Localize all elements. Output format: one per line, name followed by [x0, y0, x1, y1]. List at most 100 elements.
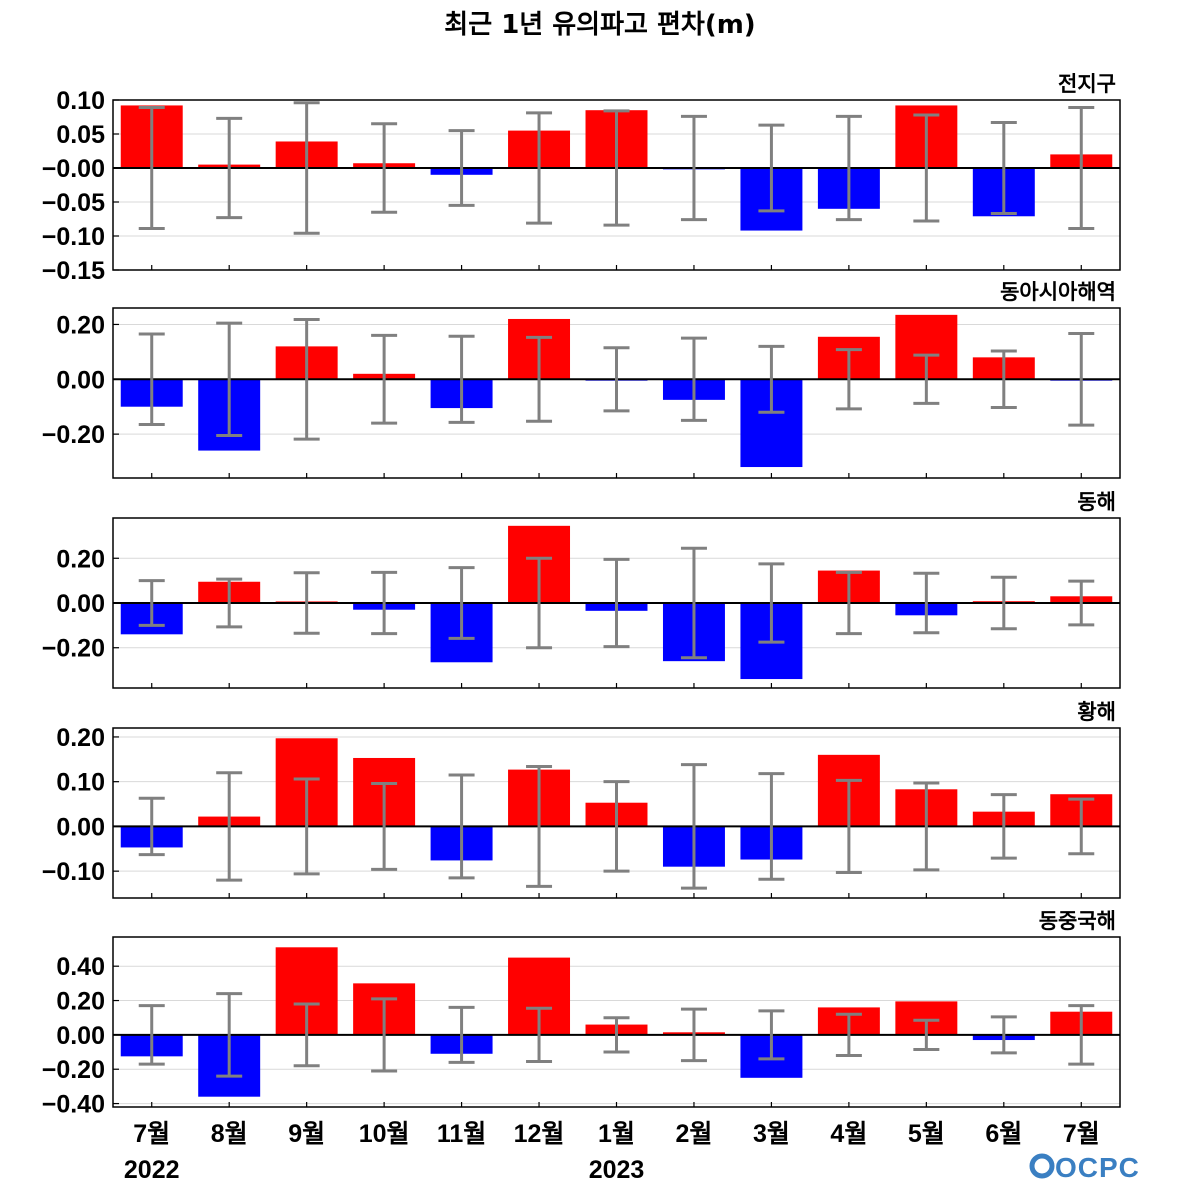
panel-region-label: 동아시아해역 — [1000, 280, 1116, 304]
error-bar — [913, 571, 940, 635]
y-tick-label: 0.20 — [56, 545, 105, 573]
error-bar — [603, 346, 630, 413]
y-tick-label: 0.00 — [56, 1022, 105, 1050]
error-bar — [680, 763, 707, 890]
error-bar — [758, 772, 785, 881]
panel-5: 0.40 0.20 0.00 −0.20 −0.40 동중국해 — [42, 909, 1121, 1119]
ocpc-logo: OCPC — [1029, 1152, 1140, 1183]
error-bar — [913, 113, 940, 223]
error-bar — [835, 348, 862, 411]
error-bar — [216, 577, 243, 629]
x-tick-label: 12월 — [514, 1120, 565, 1148]
x-tick-label: 5월 — [908, 1120, 945, 1148]
error-bar — [835, 114, 862, 222]
error-bar — [138, 796, 165, 857]
error-bar — [293, 571, 320, 635]
error-bar — [293, 777, 320, 876]
logo-text: OCPC — [1055, 1152, 1140, 1183]
chart-panels: 0.10 0.05 −0.00 −0.05 −0.10 −0.15 전지구 0.20 0.00 −… — [42, 72, 1121, 1119]
panel-region-label: 황해 — [1077, 700, 1116, 724]
error-bar — [603, 780, 630, 873]
error-bar — [603, 109, 630, 227]
error-bar — [990, 349, 1017, 410]
error-bar — [448, 1005, 475, 1064]
error-bar — [526, 335, 553, 423]
y-tick-label: −0.10 — [42, 858, 105, 886]
error-bar — [835, 1012, 862, 1057]
error-bar — [603, 557, 630, 649]
x-axis-month-labels: 7월 8월 9월 10월 11월 12월 1월 2월 3월 4월 5월 6월 7월 — [133, 1120, 1099, 1148]
error-bar — [526, 1006, 553, 1063]
error-bar — [1068, 579, 1095, 627]
error-bar — [680, 114, 707, 222]
panel-4: 0.20 0.10 0.00 −0.10 황해 — [42, 700, 1121, 899]
x-tick-label: 9월 — [288, 1120, 325, 1148]
error-bar — [526, 111, 553, 225]
error-bar — [371, 122, 398, 214]
year-label: 2022 — [124, 1156, 180, 1184]
error-bar — [293, 318, 320, 441]
error-bar — [448, 129, 475, 207]
error-bar — [835, 778, 862, 874]
error-bar — [371, 570, 398, 636]
error-bar — [216, 321, 243, 437]
panel-region-label: 동해 — [1077, 490, 1116, 514]
y-tick-label: −0.40 — [42, 1091, 105, 1119]
error-bar — [913, 353, 940, 405]
y-tick-label: 0.40 — [56, 953, 105, 981]
y-tick-label: −0.00 — [42, 155, 105, 183]
panel-3: 0.20 0.00 −0.20 동해 — [42, 490, 1121, 689]
x-tick-label: 6월 — [985, 1120, 1022, 1148]
error-bar — [448, 566, 475, 640]
y-tick-label: 0.00 — [56, 590, 105, 618]
y-tick-label: −0.10 — [42, 223, 105, 251]
error-bar — [1068, 1004, 1095, 1066]
y-tick-label: −0.20 — [42, 1056, 105, 1084]
error-bar — [526, 764, 553, 888]
y-tick-label: 0.05 — [56, 121, 105, 149]
y-tick-label: 0.10 — [56, 769, 105, 797]
error-bar — [293, 101, 320, 235]
y-tick-label: −0.20 — [42, 421, 105, 449]
error-bar — [680, 1007, 707, 1063]
x-tick-label: 4월 — [830, 1120, 867, 1148]
y-tick-label: −0.20 — [42, 635, 105, 663]
error-bar — [371, 333, 398, 425]
y-tick-label: 0.20 — [56, 724, 105, 752]
x-tick-label: 11월 — [437, 1120, 486, 1148]
error-bar — [1068, 332, 1095, 427]
y-tick-label: 0.00 — [56, 813, 105, 841]
y-tick-label: −0.15 — [42, 257, 105, 285]
error-bar — [216, 992, 243, 1078]
error-bar — [680, 336, 707, 422]
error-bar — [680, 546, 707, 660]
error-bar — [758, 123, 785, 213]
error-bar — [603, 1016, 630, 1054]
error-bar — [758, 1009, 785, 1061]
error-bar — [293, 1002, 320, 1068]
error-bar — [371, 781, 398, 871]
error-bar — [448, 773, 475, 880]
error-bar — [371, 997, 398, 1073]
y-tick-label: 0.00 — [56, 366, 105, 394]
panel-1: 0.10 0.05 −0.00 −0.05 −0.10 −0.15 전지구 — [42, 72, 1121, 285]
error-bar — [758, 344, 785, 414]
error-bar — [990, 793, 1017, 860]
logo-ring-icon — [1029, 1153, 1055, 1179]
error-bar — [138, 105, 165, 231]
error-bar — [990, 1015, 1017, 1055]
error-bar — [138, 1004, 165, 1066]
error-bar — [448, 334, 475, 424]
chart-title: 최근 1년 유의파고 편차(m) — [444, 10, 755, 40]
error-bar — [138, 579, 165, 627]
error-bar — [216, 771, 243, 882]
error-bar — [913, 781, 940, 872]
x-axis-year-labels: 2022 2023 — [124, 1156, 644, 1184]
y-tick-label: 0.20 — [56, 311, 105, 339]
x-tick-label: 7월 — [133, 1120, 170, 1148]
error-bar — [526, 556, 553, 650]
x-tick-label: 3월 — [753, 1120, 790, 1148]
error-bar — [216, 116, 243, 220]
y-tick-label: −0.05 — [42, 189, 105, 217]
